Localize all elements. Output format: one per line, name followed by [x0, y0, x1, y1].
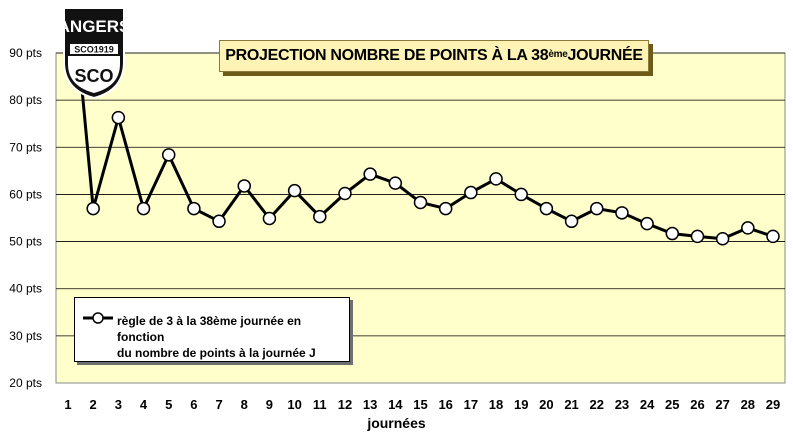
x-tick-label: 24: [640, 397, 655, 412]
data-point: [287, 183, 302, 198]
data-point: [514, 187, 528, 202]
x-tick-label: 12: [338, 397, 352, 412]
series-layer: [77, 53, 780, 246]
data-point: [640, 216, 654, 231]
data-point: [237, 179, 251, 193]
x-tick-label: 7: [215, 397, 222, 412]
data-point: [136, 201, 151, 216]
data-point: [161, 148, 176, 162]
data-point: [539, 201, 554, 216]
data-point: [438, 201, 453, 216]
data-point: [212, 214, 226, 229]
x-tick-label: 23: [615, 397, 629, 412]
x-tick-label: 14: [388, 397, 403, 412]
x-tick-label: 8: [241, 397, 248, 412]
x-tick-label: 28: [741, 397, 755, 412]
x-tick-label: 13: [363, 397, 377, 412]
x-tick-label: 17: [464, 397, 478, 412]
data-point: [262, 211, 277, 226]
x-tick-label: 9: [266, 397, 273, 412]
data-point: [363, 167, 377, 181]
data-point: [187, 201, 201, 216]
x-tick-label: 18: [489, 397, 503, 412]
svg-text:SCO1919: SCO1919: [74, 45, 114, 55]
x-tick-label: 1: [64, 397, 71, 412]
x-tick-label: 29: [766, 397, 780, 412]
chart-title: PROJECTION NOMBRE DE POINTS À LA 38 ème J…: [219, 40, 649, 72]
data-point: [615, 206, 629, 220]
data-point: [111, 110, 126, 125]
x-tick-label: 27: [715, 397, 729, 412]
x-tick-label: 2: [90, 397, 97, 412]
y-tick-label: 80 pts: [9, 93, 42, 107]
y-tick-label: 40 pts: [9, 282, 42, 296]
data-point: [665, 226, 680, 241]
chart-title-end: JOURNÉE: [567, 47, 644, 64]
svg-text:ANGERS: ANGERS: [60, 17, 128, 36]
x-tick-label: 19: [514, 397, 528, 412]
data-point: [715, 231, 730, 246]
x-tick-label: 20: [539, 397, 553, 412]
data-point: [741, 221, 755, 235]
y-tick-label: 60 pts: [9, 187, 42, 201]
x-tick-label: 11: [313, 397, 327, 412]
x-tick-label: 16: [438, 397, 452, 412]
chart-title-sup: ème: [548, 48, 568, 60]
data-point: [766, 229, 780, 244]
data-point: [590, 201, 604, 216]
data-point: [388, 176, 403, 190]
x-tick-label: 4: [140, 397, 148, 412]
legend-line-1: règle de 3 à la 38ème journée en fonctio…: [117, 314, 302, 344]
y-tick-label: 70 pts: [9, 140, 42, 154]
x-tick-label: 26: [690, 397, 704, 412]
x-tick-label: 10: [287, 397, 301, 412]
x-tick-label: 15: [413, 397, 427, 412]
y-axis-ticks: 20 pts 30 pts 40 pts 50 pts 60 pts 70 pts 80 p…: [9, 46, 42, 390]
y-tick-label: 20 pts: [9, 376, 42, 390]
data-point: [690, 229, 705, 244]
data-point: [413, 195, 428, 210]
y-tick-label: 30 pts: [9, 329, 42, 343]
data-point: [564, 214, 579, 229]
y-tick-label: 90 pts: [9, 46, 42, 60]
legend-line-2: du nombre de points à la journée J: [117, 346, 316, 360]
legend-label: règle de 3 à la 38ème journée en fonctio…: [117, 313, 347, 361]
data-point: [86, 201, 100, 216]
x-tick-label: 25: [665, 397, 679, 412]
legend-symbol: [83, 312, 113, 324]
x-axis-title: journées: [367, 415, 426, 431]
x-axis-ticks: 1 2 3 4 5 6 7 8 9 10 11 12 13 14 15 16 17 18 19 20 21 22 23 24 2…: [64, 397, 780, 412]
data-point: [313, 209, 327, 224]
data-point: [338, 186, 352, 201]
data-point: [464, 185, 478, 200]
x-tick-label: 5: [165, 397, 172, 412]
x-tick-label: 22: [590, 397, 604, 412]
x-tick-label: 6: [190, 397, 197, 412]
angers-sco-logo: ANGERS SCO1919 SCO: [60, 4, 128, 100]
svg-text:SCO: SCO: [74, 66, 113, 86]
chart-title-main: PROJECTION NOMBRE DE POINTS À LA 38: [225, 47, 549, 64]
x-tick-label: 3: [115, 397, 122, 412]
legend: règle de 3 à la 38ème journée en fonctio…: [74, 297, 350, 362]
data-point: [489, 172, 503, 186]
x-tick-label: 21: [564, 397, 578, 412]
y-tick-label: 50 pts: [9, 235, 42, 249]
